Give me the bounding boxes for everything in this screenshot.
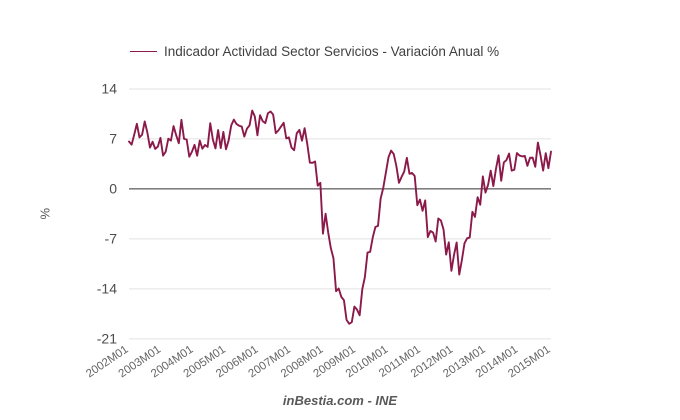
svg-text:-7: -7 [105, 230, 118, 246]
svg-text:7: 7 [109, 130, 117, 146]
svg-text:0: 0 [109, 180, 117, 196]
svg-text:-21: -21 [97, 330, 117, 346]
svg-text:-14: -14 [97, 280, 117, 296]
svg-text:14: 14 [101, 80, 117, 96]
